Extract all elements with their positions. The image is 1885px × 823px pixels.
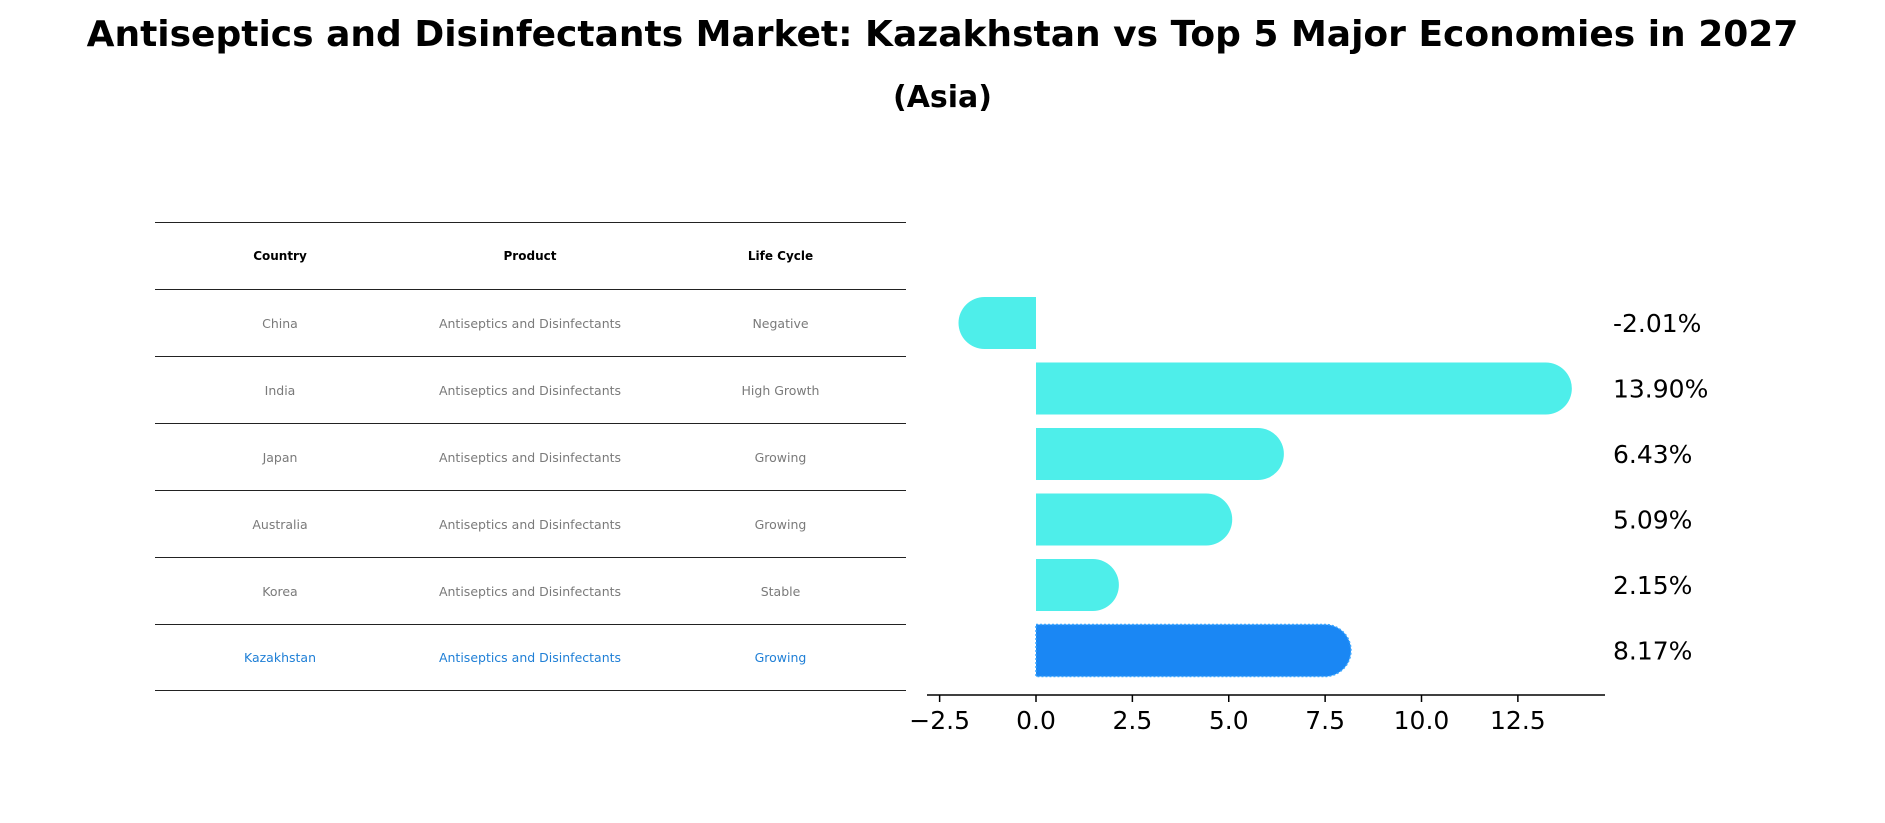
product-cell: Antiseptics and Disinfectants: [438, 382, 622, 398]
table-row: Japan Antiseptics and Disinfectants Grow…: [155, 423, 906, 490]
value-label: 13.90%: [1613, 375, 1708, 404]
life-cycle-cell: Growing: [754, 650, 807, 665]
life-cycle-cell: Growing: [754, 516, 807, 532]
table-row-highlighted: Kazakhstan Antiseptics and Disinfectants…: [155, 624, 906, 691]
x-tick-label: 5.0: [1209, 706, 1249, 735]
x-tick-label: −2.5: [909, 706, 970, 735]
chart-subtitle: (Asia): [892, 80, 993, 115]
x-tick-label: 0.0: [1016, 706, 1056, 735]
value-label: 5.09%: [1613, 506, 1692, 535]
x-tick-label: 2.5: [1112, 706, 1152, 735]
bar-korea: [1036, 559, 1119, 611]
x-tick-label: 10.0: [1394, 706, 1450, 735]
table-row: Australia Antiseptics and Disinfectants …: [155, 490, 906, 557]
table-row: China Antiseptics and Disinfectants Nega…: [155, 289, 906, 356]
bar-india: [1036, 362, 1572, 415]
country-cell: Japan: [262, 449, 298, 465]
table-row: Korea Antiseptics and Disinfectants Stab…: [155, 557, 906, 624]
bar-china: [958, 297, 1036, 349]
x-tick-label: 12.5: [1490, 706, 1546, 735]
life-cycle-cell: Stable: [760, 583, 801, 599]
header-life-cycle: Life Cycle: [747, 249, 814, 263]
country-cell: Kazakhstan: [243, 650, 316, 665]
product-cell: Antiseptics and Disinfectants: [438, 583, 622, 599]
life-cycle-cell: High Growth: [741, 382, 820, 398]
country-cell: Korea: [262, 583, 298, 599]
country-cell: India: [264, 382, 296, 398]
header-product: Product: [503, 249, 557, 263]
value-label: 2.15%: [1613, 571, 1692, 600]
product-cell: Antiseptics and Disinfectants: [438, 650, 622, 665]
table-row: India Antiseptics and Disinfectants High…: [155, 356, 906, 423]
table-header-row: Country Product Life Cycle: [155, 222, 906, 289]
bar-australia: [1036, 493, 1233, 546]
header-country: Country: [253, 249, 307, 263]
product-cell: Antiseptics and Disinfectants: [438, 516, 622, 532]
life-cycle-cell: Negative: [752, 315, 809, 331]
product-cell: Antiseptics and Disinfectants: [438, 315, 622, 331]
country-cell: Australia: [252, 516, 308, 532]
life-cycle-cell: Growing: [754, 449, 807, 465]
value-label: 8.17%: [1613, 637, 1692, 666]
country-cell: China: [262, 315, 298, 331]
value-label: -2.01%: [1613, 309, 1701, 338]
data-table: Country Product Life Cycle China Antisep…: [155, 222, 906, 691]
product-cell: Antiseptics and Disinfectants: [438, 449, 622, 465]
bar-highlight-outline: [1035, 623, 1352, 678]
bar-japan: [1036, 428, 1284, 480]
bar-kazakhstan: [1036, 624, 1351, 677]
chart-title: Antiseptics and Disinfectants Market: Ka…: [86, 14, 1799, 55]
x-tick-label: 7.5: [1305, 706, 1345, 735]
value-label: 6.43%: [1613, 440, 1692, 469]
